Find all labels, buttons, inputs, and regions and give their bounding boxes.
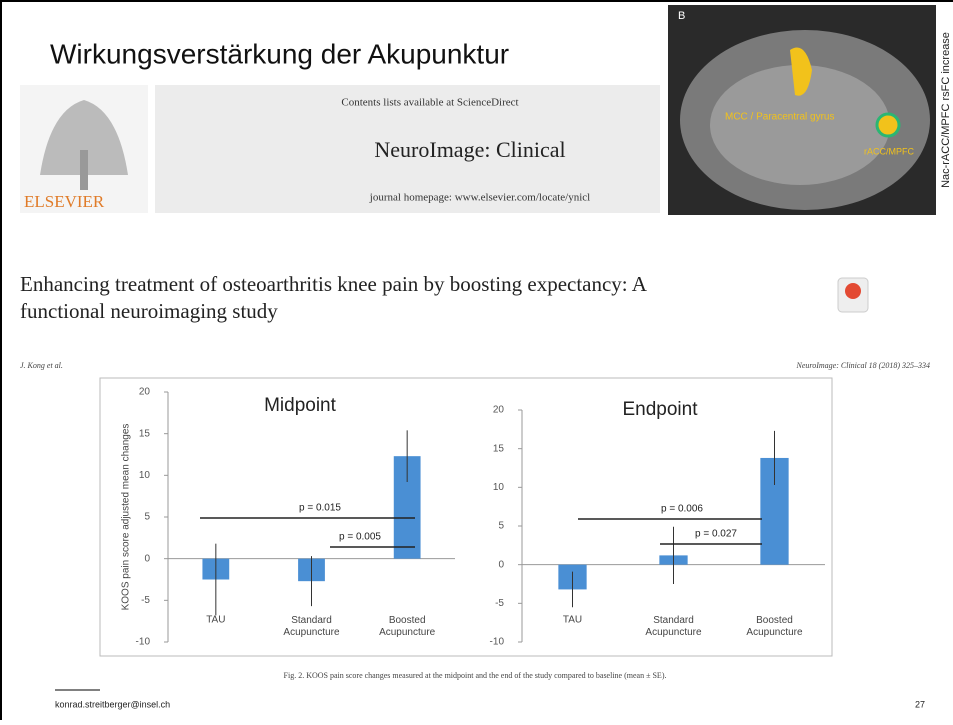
paper-title: functional neuroimaging study	[20, 299, 278, 323]
y-tick-label: -5	[495, 598, 504, 609]
x-tick-label-line: Boosted	[389, 615, 426, 626]
y-tick-label: 15	[493, 443, 505, 454]
x-tick-label-line: Acupuncture	[379, 627, 436, 638]
x-tick-label-line: Acupuncture	[645, 627, 702, 638]
y-axis-label: KOOS pain score adjusted mean changes	[121, 424, 132, 611]
x-tick-label-line: Standard	[291, 615, 332, 626]
annotation: p = 0.015	[299, 503, 341, 514]
x-tick-label: Standard Acupuncture	[283, 615, 340, 638]
activation-roi	[875, 112, 901, 138]
x-tick-label: TAU	[206, 615, 225, 626]
footer-email: konrad.streitberger@insel.ch	[55, 699, 170, 709]
header-box	[155, 85, 660, 213]
y-tick-label: 20	[139, 387, 151, 398]
y-tick-label: 10	[139, 470, 151, 481]
y-tick-label: -10	[136, 637, 151, 648]
x-tick-label: TAU	[563, 615, 582, 626]
citation: NeuroImage: Clinical 18 (2018) 325–334	[796, 361, 930, 370]
logo-trunk	[80, 150, 88, 190]
slide-title: Wirkungsverstärkung der Akupunktur	[50, 38, 509, 69]
x-tick-label-line: Acupuncture	[746, 627, 803, 638]
y-tick-label: 10	[493, 482, 505, 493]
y-tick-label: -5	[141, 595, 150, 606]
annotation: p = 0.005	[339, 532, 381, 543]
region-label: MCC / Paracentral gyrus	[725, 112, 834, 123]
activation	[790, 47, 812, 96]
journal-header: ELSEVIER Contents lists available at Sci…	[20, 85, 660, 213]
annotation: p = 0.027	[695, 529, 737, 540]
brain-inner	[710, 65, 890, 185]
authors: J. Kong et al.	[20, 361, 63, 370]
x-tick-label-line: Acupuncture	[283, 627, 340, 638]
x-tick-label-line: Boosted	[756, 615, 793, 626]
figure-frame	[99, 377, 833, 657]
side-label: Nac-rACC/MPFC rsFC increase	[940, 32, 952, 188]
region-label: rACC/MPFC	[864, 146, 914, 156]
logo-tree	[40, 100, 128, 175]
crossmark-dot	[845, 283, 861, 299]
x-tick-label: Standard Acupuncture	[645, 615, 702, 638]
panel-label: B	[678, 10, 685, 22]
y-tick-label: 5	[144, 512, 150, 523]
page-number: 27	[915, 699, 925, 709]
chart-title: Endpoint	[622, 399, 698, 420]
y-tick-label: 20	[493, 405, 505, 416]
caption: Fig. 2. KOOS pain score changes measured…	[284, 671, 667, 680]
brain-image: B MCC / Paracentral gyrus rACC/MPFC Nac-…	[668, 5, 952, 215]
x-tick-label: Boosted Acupuncture	[746, 615, 803, 638]
y-tick-label: 15	[139, 428, 151, 439]
paper-title: Enhancing treatment of osteoarthritis kn…	[20, 272, 648, 296]
journal-name: NeuroImage: Clinical	[374, 137, 565, 162]
y-tick-label: 0	[498, 559, 504, 570]
publisher: ELSEVIER	[24, 192, 105, 211]
x-tick-label: Boosted Acupuncture	[379, 615, 436, 638]
homepage: journal homepage: www.elsevier.com/locat…	[369, 192, 590, 204]
y-tick-label: -10	[490, 637, 505, 648]
annotation: p = 0.006	[661, 504, 703, 515]
y-tick-label: 0	[144, 553, 150, 564]
contents: Contents lists available at ScienceDirec…	[341, 97, 518, 109]
y-tick-label: 5	[498, 521, 504, 532]
x-tick-label-line: Standard	[653, 615, 694, 626]
chart-title: Midpoint	[264, 395, 337, 416]
